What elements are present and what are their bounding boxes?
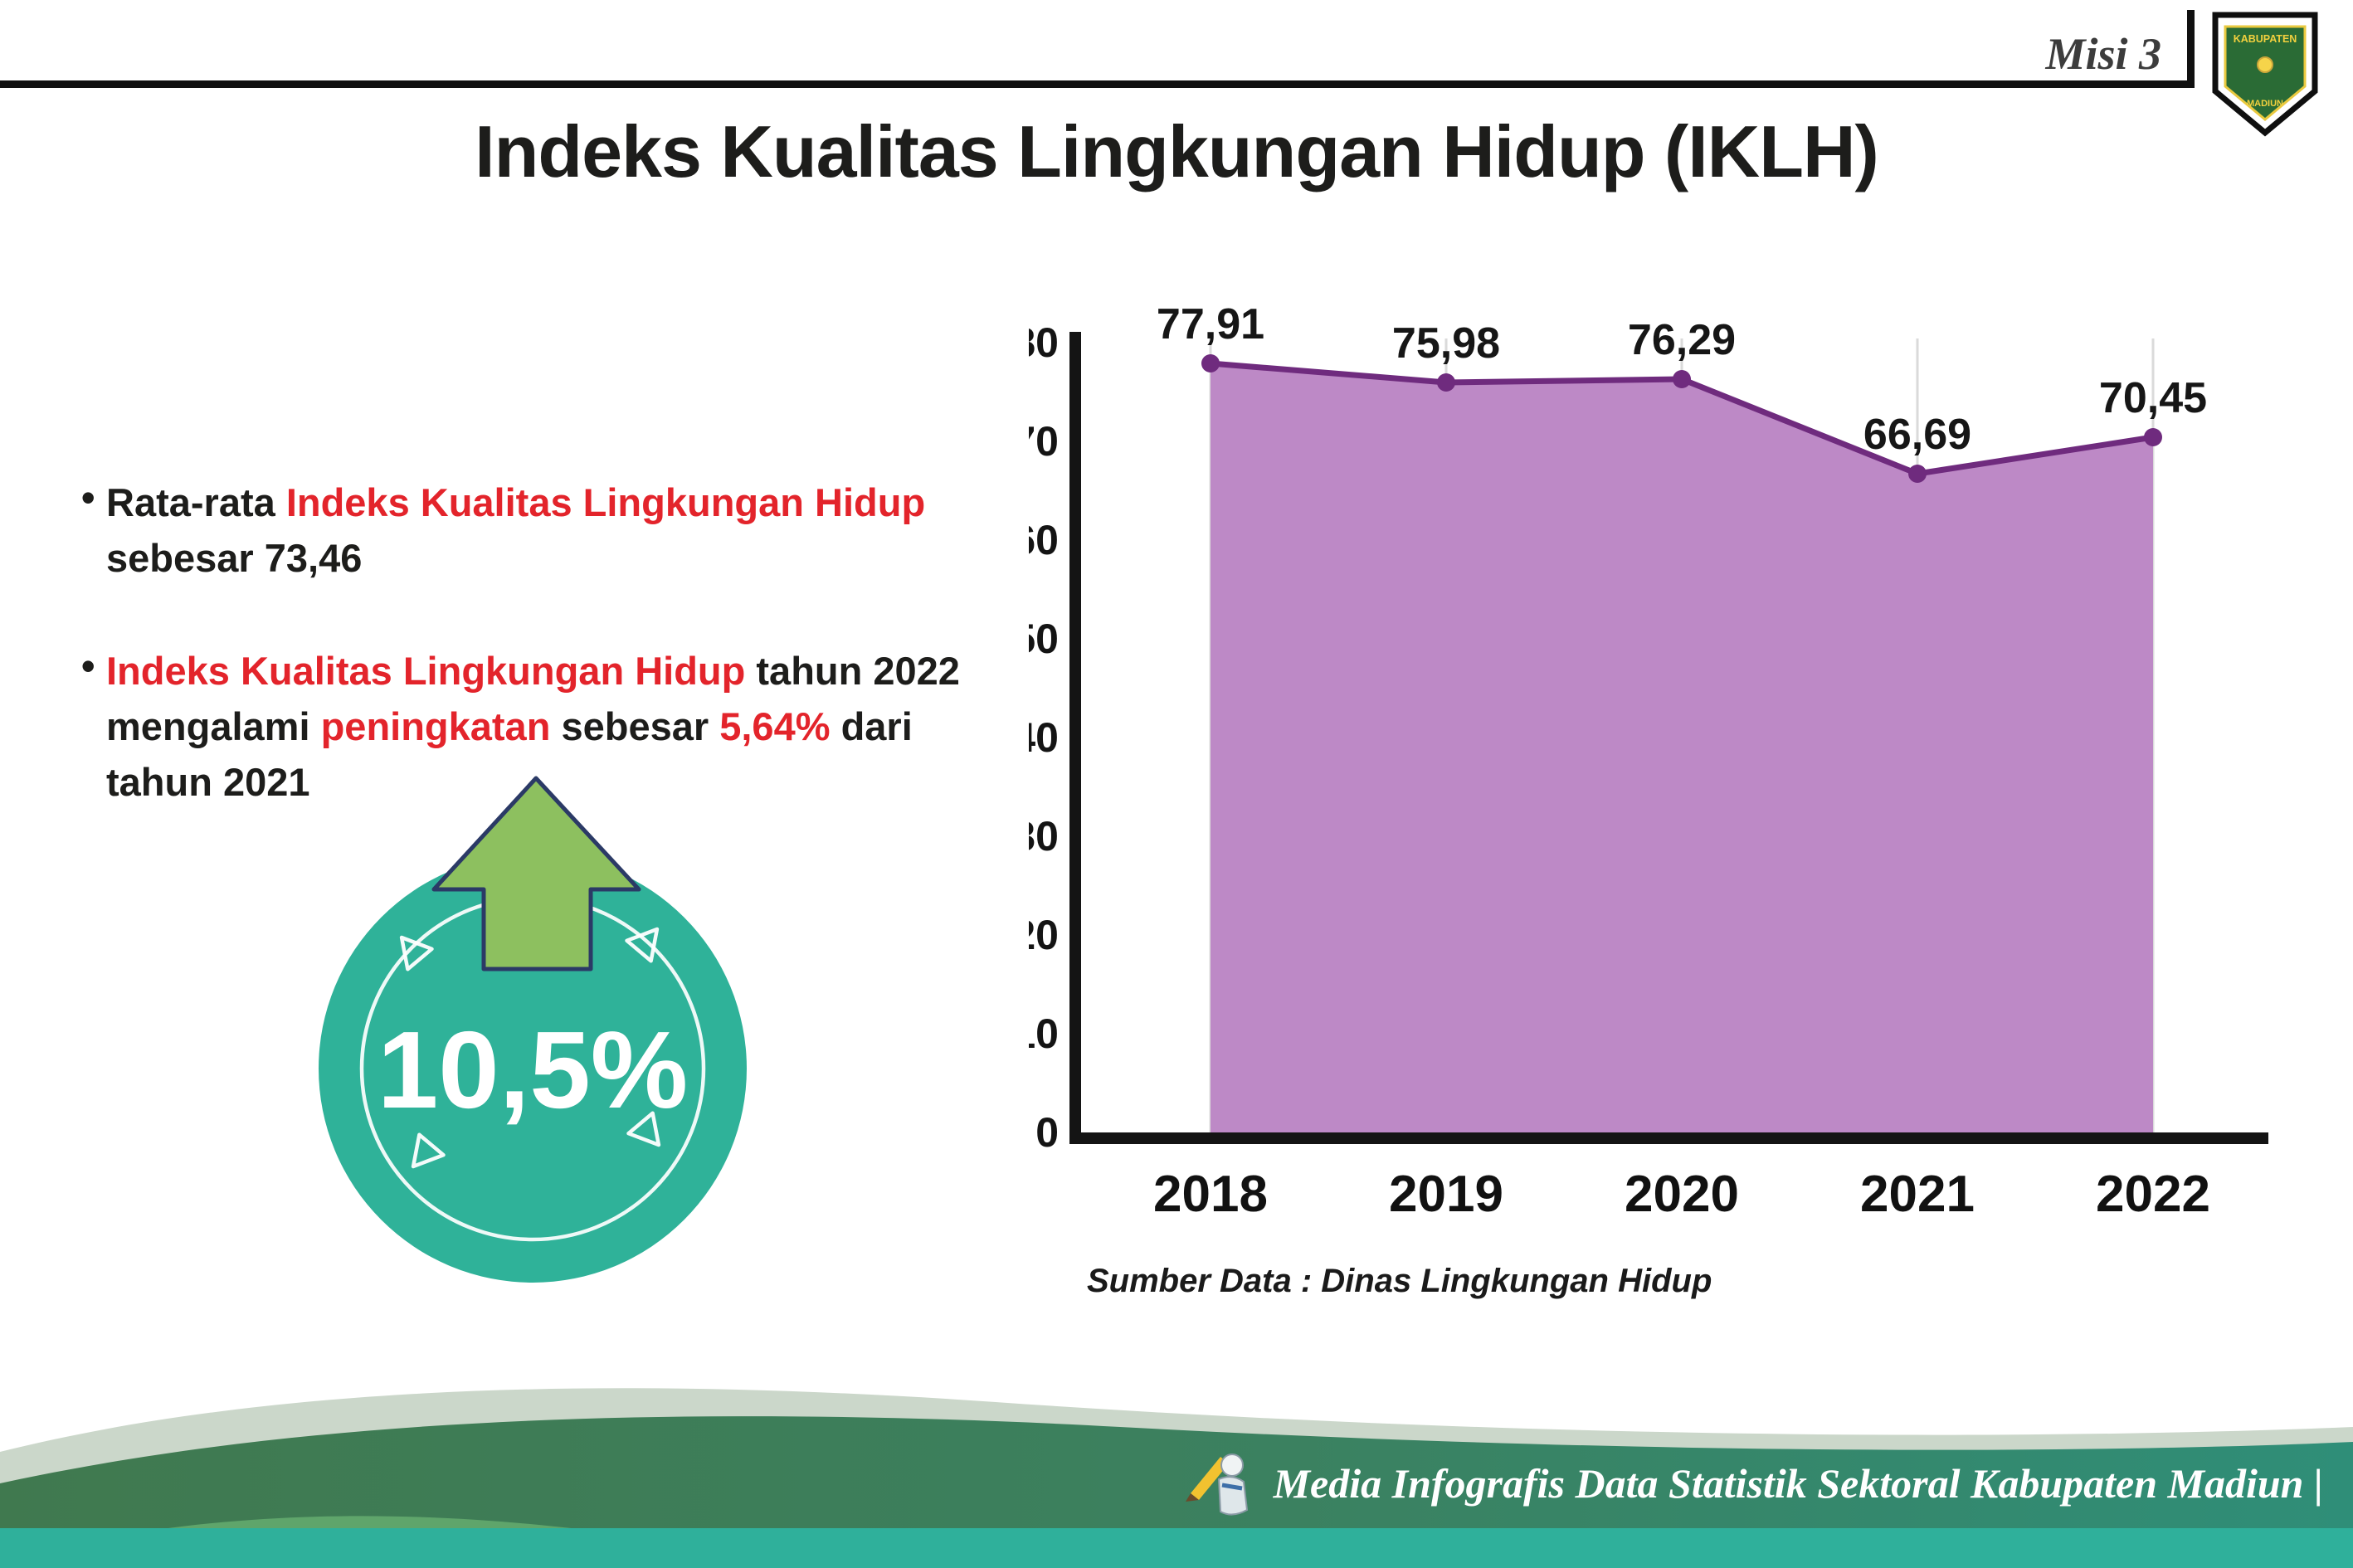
badge-circle [319,855,747,1283]
area-fill [1211,363,2153,1132]
logo-bottom-text: MADIUN [2247,99,2283,109]
y-tick-label: 70 [1029,418,1059,465]
data-point [1201,354,1220,373]
text-segment: Indeks Kualitas Lingkungan Hidup [285,480,926,524]
summary-bullets: • Rata-rata Indeks Kualitas Lingkungan H… [81,475,1060,867]
bullet-2-line-2: mengalami peningkatan sebesar 5,64% dari [106,699,1060,754]
text-segment: sebesar [550,704,720,748]
triangle-decoration-icon [411,1132,446,1169]
increase-badge-graphic: 10,5% [319,776,747,1283]
y-tick-label: 60 [1029,517,1059,563]
bullet-dot: • [81,644,95,688]
y-tick-label: 10 [1029,1010,1059,1057]
area-chart-canvas: 0 10 20 30 40 50 60 70 80 2018 2019 2020 2021 2022 77,… [1012,300,2268,1223]
text-segment: dari [830,704,913,748]
logo-top-text: KABUPATEN [2234,33,2297,45]
badge-value: 10,5% [378,1009,688,1131]
footer: Media Infografis Data Statistik Sektoral… [0,1344,2353,1568]
y-tick-label: 80 [1029,319,1059,366]
triangle-decoration-icon [626,1111,661,1147]
text-segment: Rata-rata [106,480,286,524]
chart-source: Sumber Data : Dinas Lingkungan Hidup [1087,1263,1712,1299]
mascot-head [1220,1454,1244,1477]
x-tick-label: 2019 [1389,1166,1503,1223]
footer-credit-row: Media Infografis Data Statistik Sektoral… [1184,1442,2323,1525]
mascot-icon [1185,1454,1248,1516]
y-tick-label: 40 [1029,714,1059,761]
text-segment: Indeks Kualitas Lingkungan Hidup [106,649,746,693]
text-segment: peningkatan [320,704,551,748]
bullet-1-line-1: Rata-rata Indeks Kualitas Lingkungan Hid… [106,475,1060,530]
pencil-icon [1190,1457,1229,1500]
x-tick-label: 2022 [2096,1166,2210,1223]
x-tick-label: 2021 [1860,1166,1975,1223]
y-tick-label: 20 [1029,912,1059,958]
mascot-body [1217,1476,1248,1516]
up-arrow-icon [431,776,641,971]
footer-waves [0,1388,2353,1568]
text-segment: 5,64% [719,704,831,748]
text-segment: tahun 2021 [106,760,310,804]
logo-star-icon [2257,56,2273,73]
x-tick-label: 2020 [1625,1166,1739,1223]
kabupaten-madiun-logo-icon: KABUPATEN MADIUN [2212,12,2318,137]
misi-label: Misi 3 [2045,29,2161,79]
page-title: Indeks Kualitas Lingkungan Hidup (IKLH) [475,110,1879,192]
mascot-sash [1221,1483,1243,1491]
data-label: 77,91 [1157,300,1264,348]
text-segment: tahun 2022 [745,649,960,693]
text-segment: sebesar 73,46 [106,536,363,580]
data-point [1673,370,1691,388]
pencil-tip [1185,1493,1199,1502]
data-point [1437,373,1455,392]
data-point [1908,465,1927,483]
bullet-dot: • [81,475,95,519]
increase-badge: 10,5% [315,772,751,1290]
y-tick-label: 0 [1035,1109,1059,1156]
iklh-area-chart: 0 10 20 30 40 50 60 70 80 2018 2019 2020 2021 2022 77,… [1012,299,2273,1261]
y-tick-label: 30 [1029,813,1059,859]
triangle-decoration-icon [625,927,660,963]
bullet-2-line-1: Indeks Kualitas Lingkungan Hidup tahun 2… [106,643,1060,699]
data-label: 75,98 [1392,319,1500,368]
footer-credit: Media Infografis Data Statistik Sektoral… [1273,1460,2323,1507]
x-axis [1069,1132,2268,1144]
bullet-point-1: • Rata-rata Indeks Kualitas Lingkungan H… [81,475,1060,586]
triangle-decoration-icon [399,935,434,971]
bullet-point-2: • Indeks Kualitas Lingkungan Hidup tahun… [81,643,1060,810]
bullet-1-line-2: sebesar 73,46 [106,530,1060,586]
y-axis [1069,332,1081,1144]
data-point [2144,428,2162,446]
text-segment: mengalami [106,704,321,748]
data-label: 66,69 [1863,411,1971,459]
bullet-2-line-3: tahun 2021 [106,754,1060,810]
data-label: 70,45 [2099,374,2207,422]
logo-frame-line [2187,10,2195,88]
footer-bottom-bar [0,1528,2353,1568]
y-tick-label: 50 [1029,616,1059,662]
x-tick-label: 2018 [1153,1166,1268,1223]
data-label: 76,29 [1628,316,1736,364]
header-rule [0,80,2195,88]
